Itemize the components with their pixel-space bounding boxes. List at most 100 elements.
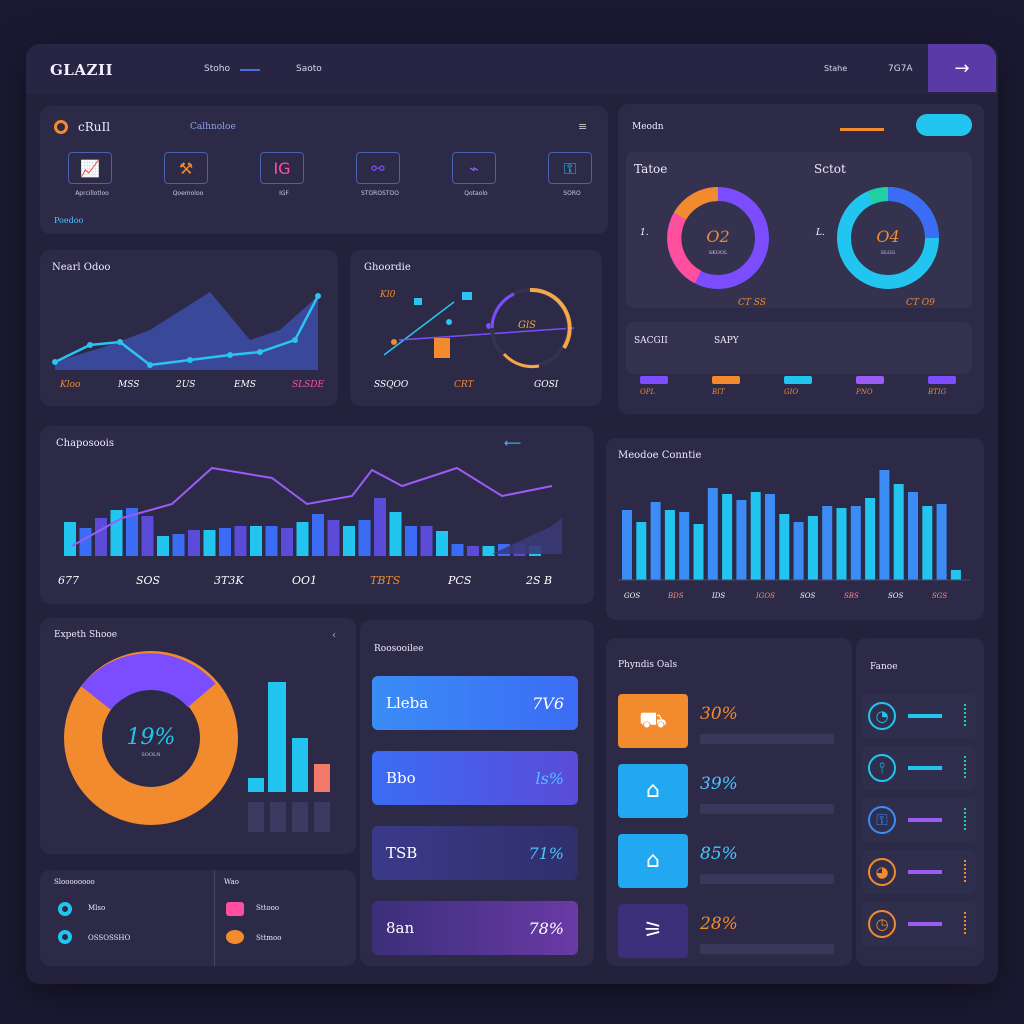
bars-bar [622, 510, 632, 580]
bars-tick: SGS [932, 592, 948, 600]
area-tick: 2US [176, 380, 196, 390]
text-icon[interactable]: ⅠG [260, 152, 304, 184]
combo-bar [234, 526, 247, 556]
header-status: Stahe [824, 64, 848, 73]
combo-bar [250, 526, 262, 556]
legend-left-item-1: Mlso [88, 904, 106, 912]
donuts-row-a: SACGII [634, 336, 668, 346]
area-tick: MSS [118, 380, 140, 390]
lock-icon[interactable]: ⚿ [548, 152, 592, 184]
bars-tick: GOS [624, 592, 641, 600]
footer-label: PNO [856, 388, 873, 396]
stat-row[interactable]: Lleba 7V6 [372, 676, 578, 730]
scatter-tick: SSQOO [374, 380, 409, 390]
bars-title: Meodoe Conntie [618, 450, 702, 461]
bars-bar [722, 494, 733, 580]
menu-icon[interactable]: ≡ [578, 120, 588, 133]
combo-bar [203, 530, 216, 556]
donut-right-sub: SLGG [881, 250, 896, 256]
footer-label: BTIG [928, 388, 947, 396]
bars-bar [793, 522, 804, 580]
stat-row[interactable]: 8an 78% [372, 901, 578, 955]
flame-icon: ◕ [868, 858, 896, 886]
footer-swatch [928, 376, 956, 384]
combo-chart [64, 466, 562, 556]
area-point [147, 362, 153, 368]
area-point [315, 293, 321, 299]
stat-label: Bbo [386, 769, 416, 787]
footer-swatch [784, 376, 812, 384]
combo-bar [343, 526, 355, 556]
donut-left-value: O2 [706, 227, 729, 246]
combo-tick: 3T3K [214, 574, 244, 587]
bars-bar [807, 516, 818, 580]
header-user[interactable]: 7G7A [888, 64, 913, 74]
nav-item-1[interactable]: Stoho [204, 64, 230, 74]
legend-left-title: Sloooooooo [54, 878, 95, 886]
progress-value: 30% [700, 704, 738, 724]
combo-tick: TBTS [370, 574, 401, 587]
bars-bar [650, 502, 661, 580]
donut-right-lead: L. [816, 228, 825, 238]
collapse-icon[interactable]: ‹ [332, 630, 336, 641]
donuts-toggle[interactable] [916, 114, 972, 136]
legend-left-item-2: OSSOSSHO [88, 934, 131, 942]
scatter-chart [383, 287, 575, 369]
apps-subtitle: Calhnoloe [190, 122, 236, 132]
bars-tick: BDS [668, 592, 684, 600]
area-chart-card: Nearl Odoo Kloo MSS 2US EMS SLSDE [40, 250, 338, 406]
area-point [87, 342, 93, 348]
mini-bar-chart [248, 682, 330, 832]
graph-icon: ⫯ [868, 754, 896, 782]
combo-tick: OO1 [292, 574, 318, 587]
bars-bar [765, 494, 775, 580]
graph-icon[interactable]: ⌁ [452, 152, 496, 184]
area-point [257, 349, 263, 355]
side-bar [908, 922, 942, 926]
progress-title: Phyndis Oals [618, 660, 678, 670]
legend-divider [214, 870, 215, 966]
combo-bar [420, 526, 433, 556]
area-point [292, 337, 298, 343]
bars-card: Meodoe Conntie GOS BDS IDS IGOS SOS SBS SOS SGS [606, 438, 984, 620]
tool-icon[interactable]: ⚒ [164, 152, 208, 184]
bars-bar [865, 498, 876, 580]
footer-swatch [640, 376, 668, 384]
house-icon[interactable]: ⌂ [618, 834, 688, 888]
side-tick [964, 704, 967, 726]
share-icon[interactable]: ⚯ [356, 152, 400, 184]
bars-tick: IGOS [756, 592, 775, 600]
store-icon[interactable]: ⌂ [618, 764, 688, 818]
side-bar [908, 766, 942, 770]
combo-bar [219, 528, 231, 556]
side-list-card: Fanoe ◔ ⫯ ⚿ ◕ ◷ [856, 638, 984, 966]
pie-value: 19% [127, 725, 176, 750]
combo-bar [312, 514, 324, 556]
area-fill [55, 292, 318, 370]
progress-value: 39% [700, 774, 738, 794]
stat-row[interactable]: TSB 71% [372, 826, 578, 880]
arrow-left-icon[interactable]: ⟵ [504, 436, 522, 450]
chart-icon[interactable]: 📈 [68, 152, 112, 184]
donut-left-legend: CT SS [738, 298, 766, 308]
donuts-divider [840, 128, 884, 131]
combo-tick: PCS [448, 574, 472, 587]
combo-bar [95, 518, 107, 556]
combo-bar [265, 526, 278, 556]
truck-icon[interactable]: ⛟ [618, 694, 688, 748]
stat-row[interactable]: Bbo ls% [372, 751, 578, 805]
progress-value: 28% [700, 914, 738, 934]
combo-bar [451, 544, 464, 556]
stats-title: Roosooilee [374, 644, 424, 654]
donut-left-sub: SKOOL [709, 250, 728, 256]
scatter-label: Kl0 [380, 290, 396, 300]
side-bar [908, 714, 942, 718]
legend-dot-icon [58, 930, 72, 944]
apps-title: cRuIl [78, 120, 111, 134]
header-arrow-button[interactable]: → [928, 44, 996, 92]
nav-item-2[interactable]: Saoto [296, 64, 322, 74]
legend-dot-icon [58, 902, 72, 916]
area-point [117, 339, 123, 345]
road-icon[interactable]: ⚞ [618, 904, 688, 958]
area-tick: SLSDE [292, 380, 325, 390]
